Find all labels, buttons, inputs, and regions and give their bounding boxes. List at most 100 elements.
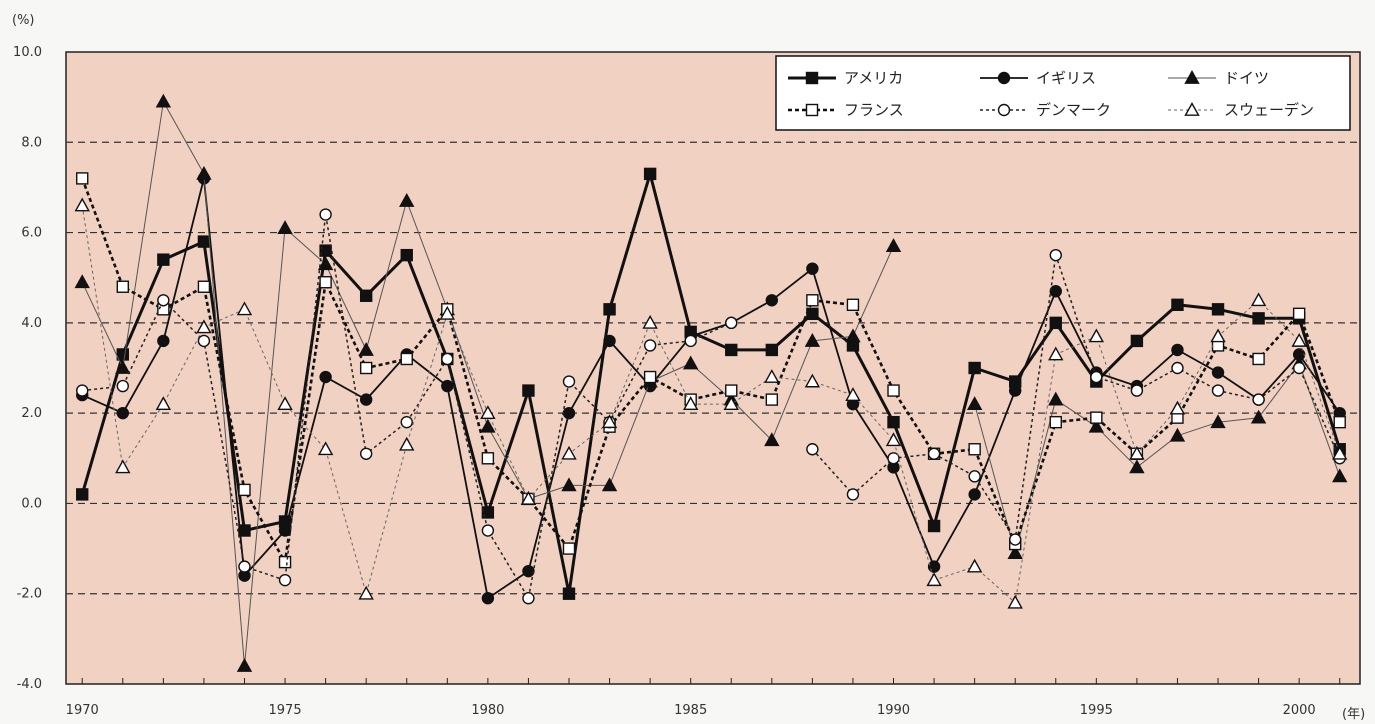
x-tick-label: 1985 — [674, 703, 707, 718]
data-point — [359, 289, 373, 302]
data-point — [441, 352, 454, 366]
x-tick-label: 1975 — [269, 703, 302, 718]
y-tick-label: -4.0 — [17, 677, 42, 692]
x-unit-label: (年) — [1342, 707, 1365, 722]
data-point — [764, 432, 780, 447]
data-point — [1211, 366, 1225, 379]
data-point — [74, 197, 90, 212]
data-point — [1009, 533, 1022, 546]
data-point — [522, 564, 535, 578]
data-point — [480, 418, 496, 433]
data-point — [319, 276, 332, 289]
data-point — [642, 314, 658, 329]
data-point — [765, 393, 779, 406]
data-point — [765, 343, 779, 357]
data-point — [1211, 303, 1225, 316]
data-point — [1009, 384, 1022, 397]
data-point — [1169, 400, 1186, 415]
data-point — [682, 355, 699, 370]
series-line — [80, 177, 1341, 564]
data-point — [885, 432, 902, 447]
data-point — [1048, 391, 1064, 406]
legend-label: ドイツ — [1224, 69, 1269, 87]
data-point — [317, 441, 334, 456]
series-lines — [74, 93, 1348, 672]
data-point — [76, 488, 89, 501]
x-tick-label: 2000 — [1283, 703, 1316, 718]
y-tick-label: 6.0 — [21, 226, 42, 241]
data-point — [522, 592, 535, 605]
data-point — [562, 587, 576, 600]
y-tick-label: -2.0 — [17, 587, 42, 602]
y-tick-label: 0.0 — [21, 496, 42, 511]
series-group — [76, 208, 1346, 605]
x-tick-label: 1990 — [877, 703, 910, 718]
data-point — [400, 352, 413, 366]
data-point — [1088, 328, 1105, 343]
x-tick-label: 1970 — [66, 703, 99, 718]
data-point — [196, 165, 212, 180]
data-point — [926, 572, 942, 587]
data-point — [1252, 312, 1265, 325]
data-point — [319, 370, 332, 384]
data-point — [725, 384, 738, 397]
data-point — [399, 193, 415, 207]
data-point — [481, 506, 495, 519]
data-point — [562, 375, 576, 388]
data-point — [1292, 361, 1306, 375]
data-point — [1090, 370, 1103, 384]
legend-item: フランス — [788, 101, 904, 119]
data-point — [804, 373, 821, 388]
data-point — [1171, 343, 1184, 357]
legend-item: ドイツ — [1168, 69, 1269, 87]
legend-marker — [1184, 70, 1200, 84]
data-point — [520, 490, 537, 505]
data-point — [846, 298, 860, 311]
data-point — [236, 658, 253, 672]
data-point — [643, 370, 657, 384]
data-point — [1049, 285, 1062, 298]
legend-marker — [805, 71, 819, 85]
data-point — [643, 339, 657, 352]
data-point — [358, 342, 374, 356]
data-point — [1210, 328, 1226, 343]
data-point — [1129, 445, 1145, 460]
data-point — [927, 447, 941, 460]
data-point — [116, 406, 129, 420]
series-line — [80, 172, 1342, 596]
data-point — [1171, 361, 1184, 375]
plot-background — [65, 51, 1361, 685]
legend-item: イギリス — [980, 69, 1096, 87]
y-tick-label: 8.0 — [21, 135, 42, 150]
data-point — [682, 396, 699, 411]
data-point — [359, 361, 373, 375]
data-point — [968, 470, 981, 483]
data-point — [1333, 415, 1346, 429]
legend-box — [775, 55, 1351, 131]
legend-item: スウェーデン — [1168, 101, 1314, 119]
data-point — [603, 303, 616, 316]
legend-item: デンマーク — [980, 101, 1111, 119]
data-point — [278, 524, 292, 537]
data-point — [74, 274, 90, 289]
data-point — [562, 406, 576, 420]
data-point — [399, 436, 415, 451]
data-point — [480, 405, 496, 420]
data-point — [1007, 545, 1023, 559]
data-point — [358, 585, 374, 600]
data-point — [1291, 332, 1307, 347]
legend-marker — [997, 103, 1011, 117]
data-point — [481, 592, 495, 605]
data-point — [968, 488, 981, 501]
data-point — [278, 573, 292, 587]
data-point — [1129, 459, 1145, 474]
data-point — [1049, 316, 1062, 330]
data-point — [887, 384, 900, 397]
data-point — [319, 244, 332, 257]
data-point — [1292, 307, 1306, 321]
axes: 10.0 8.0 6.0 4.0 2.0 0.0 -2.0 -4.0 1970 1975 1980 1… — [13, 45, 1341, 718]
data-point — [1332, 468, 1348, 483]
data-point — [155, 93, 172, 108]
series-group — [74, 197, 1348, 609]
